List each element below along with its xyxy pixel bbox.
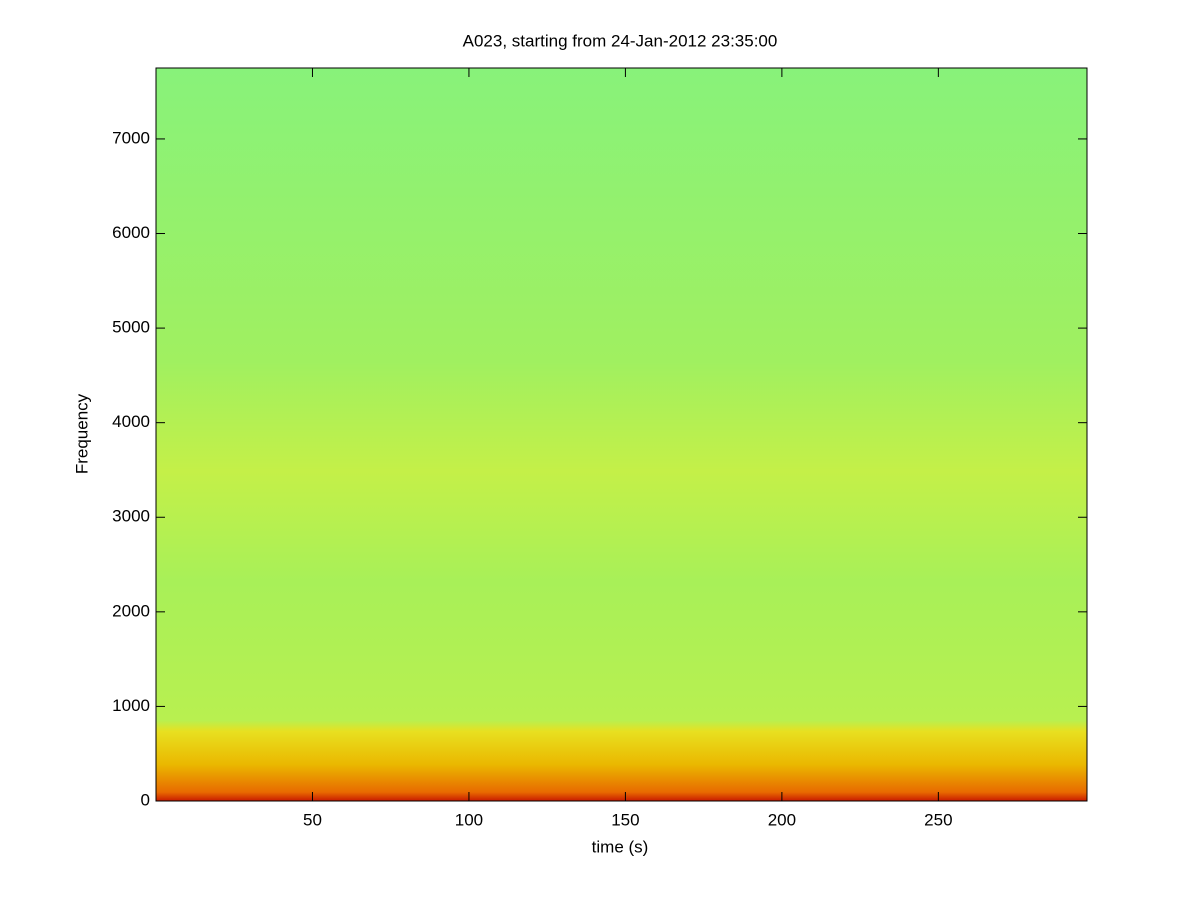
x-tick-label: 200 <box>768 810 796 829</box>
y-tick-label: 4000 <box>112 412 150 431</box>
y-tick-label: 3000 <box>112 507 150 526</box>
y-tick-label: 6000 <box>112 223 150 242</box>
spectrogram-image <box>156 68 1087 801</box>
y-axis-label: Frequency <box>72 393 91 474</box>
y-tick-label: 7000 <box>112 128 150 147</box>
x-tick-label: 250 <box>924 810 952 829</box>
x-tick-label: 150 <box>611 810 639 829</box>
y-tick-label: 1000 <box>112 696 150 715</box>
y-tick-label: 5000 <box>112 318 150 337</box>
y-tick-label: 0 <box>141 790 150 809</box>
plot-frame <box>155 67 1088 802</box>
chart-title: A023, starting from 24-Jan-2012 23:35:00 <box>463 31 778 50</box>
x-axis-label: time (s) <box>592 837 649 856</box>
x-tick-label: 50 <box>303 810 322 829</box>
x-tick-label: 100 <box>455 810 483 829</box>
y-tick-label: 2000 <box>112 601 150 620</box>
